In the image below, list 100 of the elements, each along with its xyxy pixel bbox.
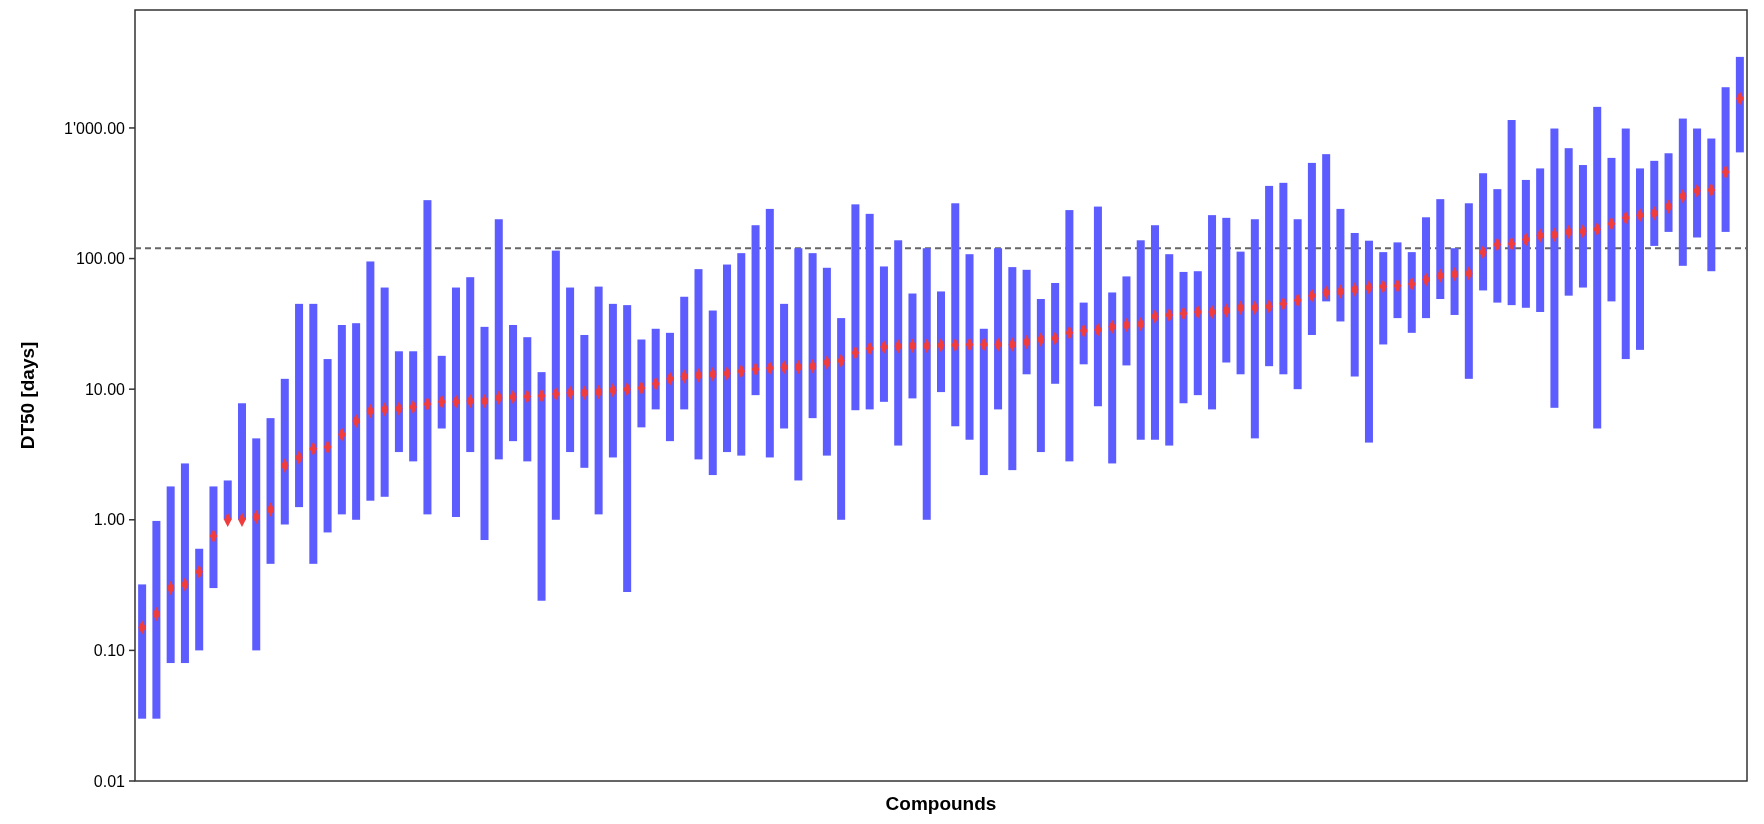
bar xyxy=(1379,252,1388,345)
bar xyxy=(352,323,361,520)
bar xyxy=(195,548,204,651)
bar xyxy=(523,337,532,462)
bar xyxy=(380,287,389,497)
bar xyxy=(1636,168,1645,350)
bar xyxy=(723,264,732,453)
bar xyxy=(309,303,318,564)
bar xyxy=(1493,189,1502,303)
bar xyxy=(166,486,175,664)
bar xyxy=(1464,203,1473,379)
bar xyxy=(1279,182,1288,375)
bar xyxy=(466,277,475,453)
bar xyxy=(509,325,518,442)
y-tick-label: 0.10 xyxy=(93,641,126,659)
y-tick-label: 1.00 xyxy=(93,511,126,529)
bar xyxy=(1008,267,1017,471)
bar xyxy=(951,203,960,427)
bar xyxy=(1165,254,1174,446)
bar xyxy=(1721,87,1730,232)
bar xyxy=(794,248,803,481)
y-axis-title: DT50 [days] xyxy=(17,341,38,450)
bar xyxy=(737,253,746,456)
bar xyxy=(252,438,261,651)
y-tick-label: 10.00 xyxy=(84,380,126,398)
bar xyxy=(1735,56,1744,153)
bar xyxy=(1150,225,1159,440)
bar xyxy=(1450,248,1459,315)
bar xyxy=(180,463,189,664)
bar xyxy=(494,219,503,460)
bar xyxy=(865,213,874,410)
bar xyxy=(1208,215,1217,410)
bar xyxy=(1222,217,1231,363)
bar xyxy=(1122,276,1131,366)
bar xyxy=(994,248,1003,410)
bar xyxy=(480,326,489,541)
bar xyxy=(1108,292,1117,464)
bar xyxy=(280,378,289,525)
bar xyxy=(566,287,575,453)
bar xyxy=(922,248,931,520)
bar xyxy=(822,267,831,456)
bar xyxy=(1693,128,1702,238)
bar xyxy=(580,334,589,468)
bar xyxy=(551,250,560,520)
bar xyxy=(879,266,888,402)
bar xyxy=(1707,138,1716,272)
bar xyxy=(1193,271,1202,396)
bar xyxy=(366,261,375,501)
bar xyxy=(1393,242,1402,319)
bar xyxy=(765,208,774,458)
bar xyxy=(1650,160,1659,246)
bar xyxy=(437,355,446,429)
bar xyxy=(1564,148,1573,296)
bar xyxy=(295,303,304,508)
bar xyxy=(1536,168,1545,312)
bar xyxy=(337,325,346,515)
bar xyxy=(937,291,945,393)
bar xyxy=(152,520,161,719)
bar xyxy=(138,584,147,719)
bar xyxy=(808,253,817,419)
bar xyxy=(423,200,432,515)
bar xyxy=(1179,271,1188,404)
x-axis-title: Compounds xyxy=(885,793,997,814)
bar xyxy=(1322,154,1331,302)
bar xyxy=(1051,283,1060,384)
bar xyxy=(1293,219,1302,390)
bar xyxy=(1265,185,1274,367)
bar xyxy=(894,240,903,446)
bar xyxy=(209,486,218,589)
bar xyxy=(1621,128,1630,360)
bar xyxy=(708,310,717,476)
bar xyxy=(394,351,403,453)
bar xyxy=(851,204,860,411)
bar xyxy=(1407,252,1416,333)
bar xyxy=(1136,240,1145,440)
bar xyxy=(1607,157,1616,302)
bar xyxy=(608,303,617,458)
bar xyxy=(680,296,689,410)
bar xyxy=(1350,232,1359,377)
bar xyxy=(1036,299,1045,453)
y-tick-label: 0.01 xyxy=(93,772,126,790)
bar xyxy=(1236,251,1245,375)
bar xyxy=(1436,199,1445,300)
bar xyxy=(1065,210,1074,462)
bar xyxy=(694,269,703,460)
bar xyxy=(665,332,674,442)
bar xyxy=(1521,179,1530,308)
bar xyxy=(594,286,603,515)
bar xyxy=(780,303,789,429)
bar xyxy=(1022,269,1031,375)
bar xyxy=(623,305,632,592)
y-tick-label: 1'000.00 xyxy=(64,119,126,137)
bar xyxy=(1250,219,1259,439)
bar xyxy=(837,318,846,520)
bar xyxy=(637,339,646,428)
bar xyxy=(323,359,332,533)
bar xyxy=(1578,165,1587,288)
bar xyxy=(451,287,460,518)
bar xyxy=(1364,240,1373,443)
bar xyxy=(651,328,660,410)
